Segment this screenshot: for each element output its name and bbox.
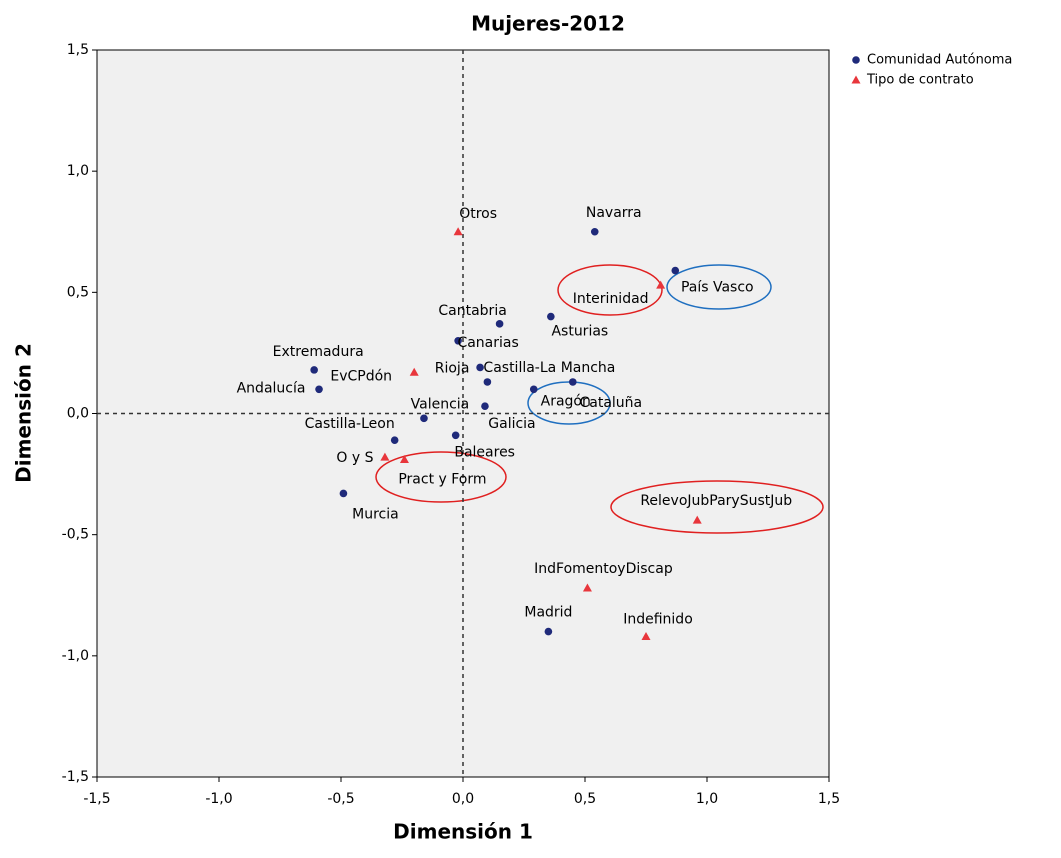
highlight-ellipse [557, 264, 663, 316]
point [590, 227, 599, 236]
highlight-ellipse [610, 480, 824, 534]
x-tick-label: -1,0 [205, 791, 232, 807]
point [409, 367, 419, 376]
point-label: Madrid [524, 605, 572, 621]
highlight-ellipse [375, 451, 507, 503]
point-label: Extremadura [273, 344, 364, 360]
point [399, 455, 409, 464]
point [582, 583, 592, 592]
point [315, 385, 323, 394]
point [569, 378, 577, 386]
y-axis-label: Dimensión 2 [12, 343, 36, 483]
point-label: Baleares [454, 444, 515, 460]
y-tick-label: -1,5 [62, 769, 89, 785]
point [483, 378, 492, 386]
point [671, 266, 680, 275]
point-label: Castilla-La Mancha [483, 360, 615, 376]
point-label: Navarra [586, 205, 642, 221]
x-tick-label: 1,5 [818, 791, 840, 807]
point [390, 436, 399, 444]
point-label: Pract y Form [398, 472, 486, 488]
y-tick-label: 0,5 [67, 284, 89, 300]
point-label: Valencia [411, 396, 470, 412]
y-tick-label: 0,0 [67, 406, 89, 422]
x-tick-label: -0,5 [327, 791, 354, 807]
point [380, 452, 390, 461]
y-tick-label: -1,0 [62, 648, 89, 664]
x-tick-label: 0,0 [452, 791, 474, 807]
point [641, 631, 651, 640]
point [339, 489, 348, 498]
point-label: Cantabria [438, 303, 506, 319]
point [453, 227, 463, 236]
point-label: Otros [459, 206, 497, 222]
legend-label: Tipo de contrato [866, 73, 974, 88]
point [481, 402, 489, 411]
point [656, 280, 666, 289]
point [476, 363, 484, 372]
point [547, 312, 555, 321]
point [544, 627, 553, 636]
legend-label: Comunidad Autónoma [867, 53, 1012, 68]
point [451, 431, 460, 440]
point-label: Aragón [541, 393, 591, 409]
legend-marker [851, 75, 861, 84]
point-label: RelevoJubParySustJub [640, 493, 792, 509]
point [495, 320, 504, 328]
point [692, 515, 702, 524]
point-label: EvCPdón [330, 368, 392, 384]
y-tick-label: 1,5 [67, 42, 89, 58]
y-tick-label: 1,0 [67, 163, 89, 179]
point-label: Indefinido [623, 611, 693, 627]
point [420, 414, 428, 423]
point-label: Asturias [551, 324, 608, 340]
x-tick-label: -1,5 [83, 791, 110, 807]
x-axis-label: Dimensión 1 [393, 820, 533, 844]
point-label: País Vasco [681, 280, 754, 296]
x-tick-label: 0,5 [574, 791, 596, 807]
point-label: Castilla-Leon [305, 416, 395, 432]
point-label: Rioja [435, 360, 470, 376]
legend-marker [852, 56, 860, 64]
point-label: O y S [336, 450, 373, 466]
highlight-ellipse [666, 264, 772, 310]
point-label: Interinidad [573, 291, 649, 307]
chart-title: Mujeres-2012 [471, 12, 625, 36]
point [454, 337, 462, 345]
point [529, 385, 538, 394]
x-tick-label: 1,0 [696, 791, 718, 807]
point-label: Galicia [488, 416, 535, 432]
point-label: Andalucía [237, 380, 306, 396]
annotations [375, 264, 824, 534]
point [310, 366, 318, 374]
point-label: Cataluña [579, 395, 642, 411]
point-label: IndFomentoyDiscap [534, 561, 673, 577]
point-label: Canarias [457, 335, 518, 351]
point-label: Murcia [352, 506, 399, 522]
y-tick-label: -0,5 [62, 527, 89, 543]
